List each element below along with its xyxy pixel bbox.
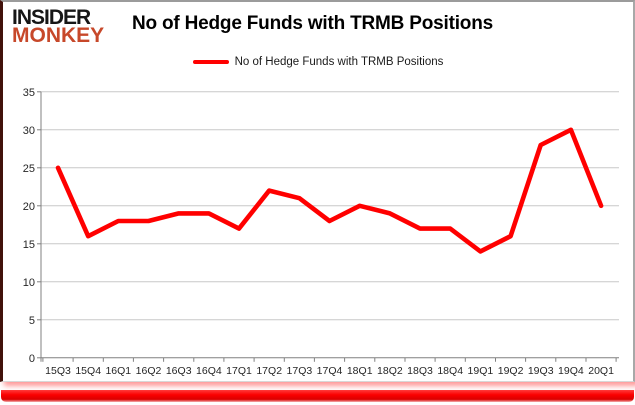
x-tick-label: 19Q4 [558,365,584,377]
x-tick-label: 19Q2 [498,365,524,377]
y-tick-label: 35 [23,87,35,99]
x-tick-label: 20Q1 [588,365,614,377]
chart-title: No of Hedge Funds with TRMB Positions [132,13,493,34]
x-tick-label: 17Q4 [317,365,343,377]
y-tick-label: 25 [23,163,35,175]
x-tick-label: 18Q1 [347,365,373,377]
x-tick-label: 16Q2 [136,365,162,377]
y-tick-label: 30 [23,125,35,137]
logo-word-insider: INSIDER [12,6,91,29]
x-tick-label: 17Q1 [226,365,252,377]
x-tick-label: 15Q3 [45,365,71,377]
x-tick-label: 19Q3 [528,365,554,377]
line-chart-canvas: 0 5 10 15 20 25 30 35 15Q3 15Q4 16Q1 16Q2 16Q3 16Q4 17… [23,87,619,377]
y-tick-label: 0 [29,353,35,365]
chart-legend: No of Hedge Funds with TRMB Positions [3,56,633,68]
red-glow-border [1,390,634,402]
x-tick-label: 16Q4 [196,365,222,377]
x-tick-label: 18Q3 [407,365,433,377]
x-tick-label: 19Q1 [468,365,494,377]
x-tick-label: 16Q1 [105,365,131,377]
y-tick-label: 20 [23,201,35,213]
y-tick-label: 10 [23,277,35,289]
x-tick-label: 16Q3 [166,365,192,377]
insider-monkey-logo: INSIDER MONKEY [12,6,105,47]
x-tick-label: 18Q4 [437,365,463,377]
x-tick-label: 18Q2 [377,365,403,377]
x-tick-label: 17Q2 [256,365,282,377]
logo-word-monkey: MONKEY [12,24,105,47]
y-tick-label: 5 [29,315,35,327]
x-tick-label: 15Q4 [75,365,101,377]
legend-line-swatch [192,60,229,64]
y-tick-label: 15 [23,239,35,251]
chart-widget: INSIDER MONKEY No of Hedge Funds with TR… [0,0,635,382]
series-line [55,127,604,254]
x-tick-label: 17Q3 [287,365,313,377]
legend-label: No of Hedge Funds with TRMB Positions [234,56,444,68]
